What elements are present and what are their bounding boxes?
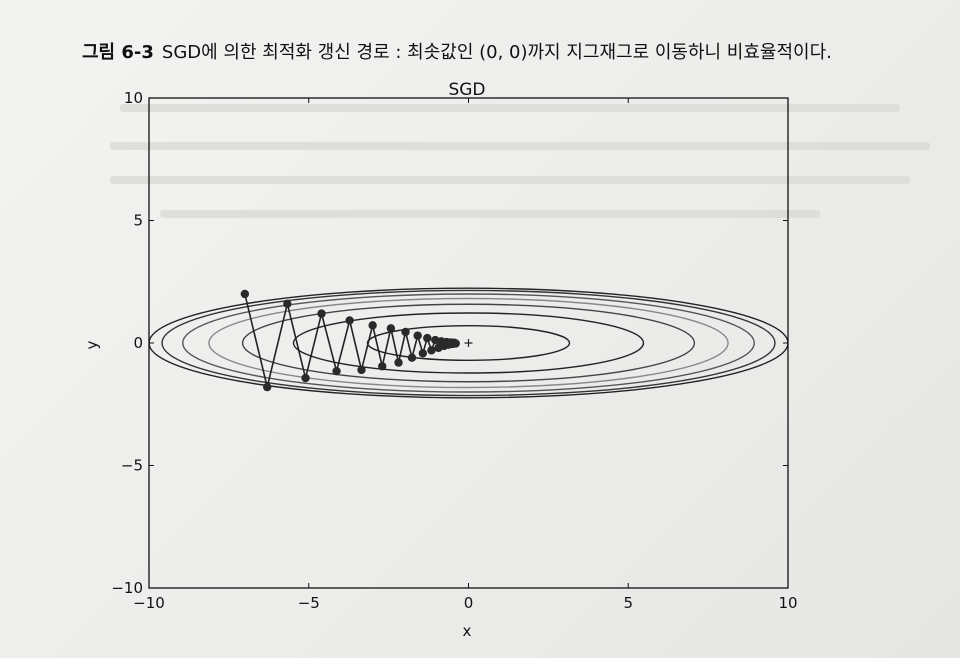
sgd-point <box>357 365 366 375</box>
y-tick-label: 0 <box>133 334 143 352</box>
y-tick-label: 5 <box>133 212 143 230</box>
y-axis-label: y <box>83 340 101 349</box>
sgd-point <box>413 331 422 340</box>
y-axis-ticks: −10 −5 0 5 10 <box>111 89 788 597</box>
sgd-point <box>401 327 410 337</box>
figure-caption: 그림 6-3 SGD에 의한 최적화 갱신 경로 : 최솟값인 (0, 0)까지 … <box>82 38 952 64</box>
y-tick-label: −10 <box>111 579 143 597</box>
sgd-point <box>418 349 428 358</box>
contour-ellipse <box>292 312 645 374</box>
sgd-point <box>317 309 326 318</box>
sgd-point <box>407 353 417 362</box>
x-tick-label: 0 <box>464 594 474 612</box>
figure-caption-text: SGD에 의한 최적화 갱신 경로 : 최솟값인 (0, 0)까지 지그재그로 … <box>161 42 832 63</box>
x-axis-label: x <box>463 622 472 640</box>
page-showthrough <box>120 104 900 112</box>
contour-ellipse <box>161 289 776 397</box>
contour-ellipse <box>149 287 788 399</box>
x-axis-ticks: −10 −5 0 5 10 <box>133 98 798 612</box>
x-tick-label: −5 <box>298 594 320 612</box>
contour-ellipse <box>208 297 729 389</box>
sgd-point <box>332 366 341 376</box>
sgd-points <box>240 289 460 392</box>
x-tick-label: 5 <box>623 594 633 612</box>
contour-ellipse <box>182 293 755 393</box>
x-tick-label: −10 <box>133 594 165 612</box>
sgd-point <box>368 321 377 330</box>
sgd-point <box>301 373 310 383</box>
sgd-point <box>240 289 250 299</box>
chart-title: SGD <box>448 80 485 100</box>
sgd-point <box>283 299 292 308</box>
contour-ellipse <box>241 303 696 383</box>
sgd-point <box>263 382 272 392</box>
sgd-point <box>423 333 432 343</box>
x-tick-label: 10 <box>778 594 797 612</box>
contour-lines <box>149 287 788 399</box>
page-showthrough <box>110 142 930 150</box>
y-tick-label: −5 <box>121 457 143 475</box>
page-showthrough <box>160 210 820 218</box>
page-showthrough <box>110 176 910 184</box>
sgd-point <box>345 316 354 325</box>
sgd-point <box>451 339 460 348</box>
y-tick-label: 10 <box>124 89 143 107</box>
sgd-point <box>378 362 387 371</box>
sgd-point <box>386 324 396 333</box>
minimum-marker <box>464 339 473 347</box>
figure-label: 그림 6-3 <box>82 42 154 63</box>
sgd-point <box>394 358 403 367</box>
sgd-point <box>427 346 436 355</box>
